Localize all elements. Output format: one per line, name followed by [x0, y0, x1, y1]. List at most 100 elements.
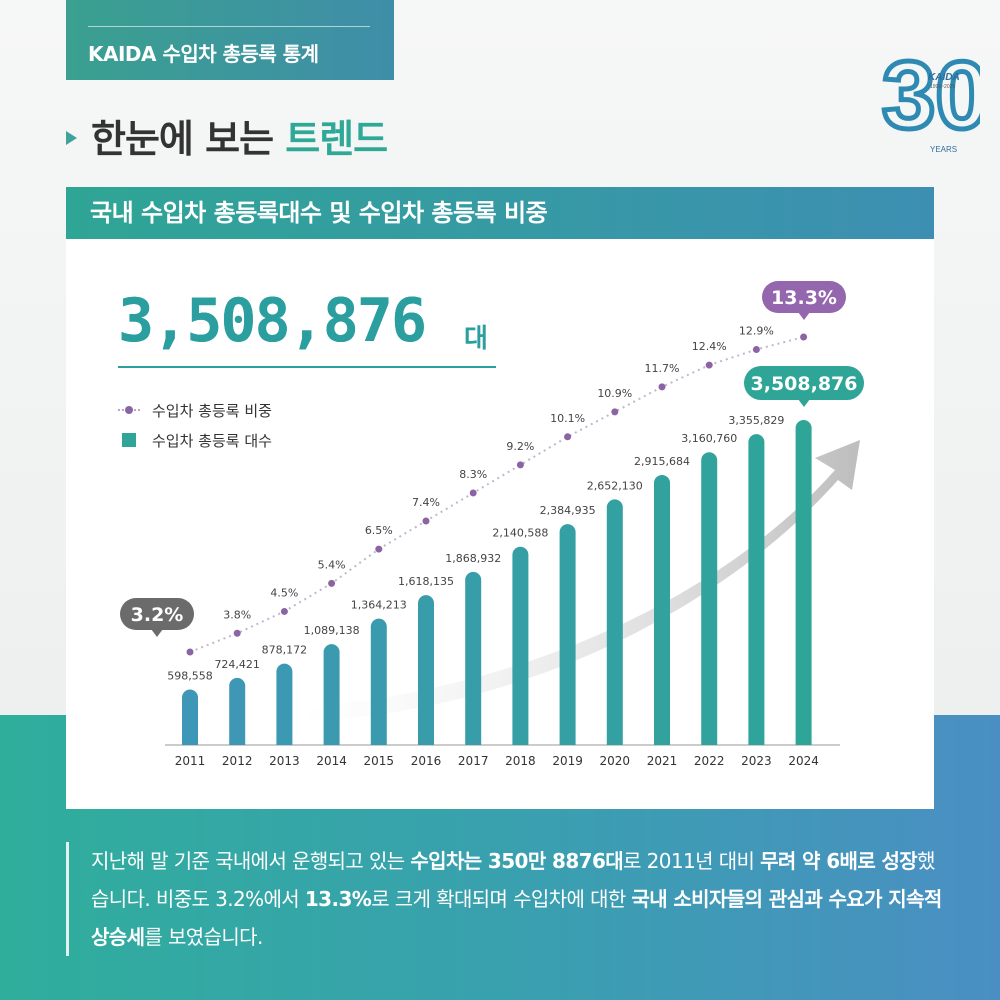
svg-text:13.3%: 13.3%: [771, 287, 837, 309]
bar: [559, 524, 576, 745]
share-value-label: 12.9%: [739, 324, 774, 337]
bar-value-label: 724,421: [214, 658, 260, 671]
share-point: [375, 545, 383, 553]
svg-text:3.2%: 3.2%: [131, 604, 184, 626]
legend-item-count: 수입차 총등록 대수: [118, 425, 272, 455]
bar-value-label: 1,364,213: [351, 599, 407, 612]
bar-value-label: 2,140,588: [492, 527, 548, 540]
chart-legend: 수입차 총등록 비중 수입차 총등록 대수: [118, 395, 272, 455]
bar-value-label: 2,915,684: [634, 455, 690, 468]
x-tick-label: 2011: [175, 754, 206, 768]
logo-number: 30: [882, 42, 980, 149]
share-point: [328, 579, 336, 587]
legend-count-label: 수입차 총등록 대수: [152, 431, 272, 450]
bar: [795, 420, 812, 745]
share-value-label: 10.9%: [597, 387, 632, 400]
share-value-label: 6.5%: [365, 524, 393, 537]
bar-value-label: 2,384,935: [540, 504, 596, 517]
share-value-label: 8.3%: [459, 468, 487, 481]
x-tick-label: 2012: [222, 754, 253, 768]
bar-value-label: 2,652,130: [587, 479, 643, 492]
logo-years-label: YEARS: [930, 145, 957, 154]
x-tick-label: 2020: [600, 754, 631, 768]
total-underline: [118, 366, 496, 368]
body-bold-1: 수입차는 350만 8876대: [410, 849, 624, 873]
share-point: [233, 629, 241, 637]
total-count-value: 3,508,876: [118, 286, 427, 356]
share-point: [658, 383, 666, 391]
share-value-label: 10.1%: [550, 412, 585, 425]
bar-value-label: 878,172: [262, 644, 308, 657]
share-value-label: 4.5%: [270, 586, 298, 599]
x-tick-label: 2019: [552, 754, 583, 768]
body-text-3: 했습니다. 비중도 3.2%에서: [91, 849, 936, 911]
x-tick-label: 2021: [647, 754, 678, 768]
share-point: [611, 408, 619, 416]
logo-brand: KAIDA: [928, 72, 960, 83]
bar-value-label: 1,089,138: [304, 624, 360, 637]
bar: [701, 452, 718, 745]
count-last-callout: 3,508,876: [744, 366, 864, 407]
body-text-5: 를 보였습니다.: [144, 925, 263, 949]
bar-value-label: 1,618,135: [398, 575, 454, 588]
share-last-callout: 13.3%: [762, 281, 846, 320]
logo-years-range: 1995~2025: [930, 84, 955, 90]
bar: [465, 571, 482, 745]
bar: [748, 434, 765, 745]
bar: [229, 677, 246, 745]
chart-title-bar: 국내 수입차 총등록대수 및 수입차 총등록 비중: [66, 187, 934, 239]
share-point: [422, 517, 430, 525]
share-point: [800, 333, 808, 341]
share-value-label: 12.4%: [692, 340, 727, 353]
x-tick-label: 2022: [694, 754, 725, 768]
share-point: [705, 361, 713, 369]
bar: [654, 474, 670, 745]
bar: [418, 595, 434, 745]
share-point: [516, 461, 524, 469]
share-first-callout: 3.2%: [120, 598, 194, 637]
x-tick-label: 2016: [411, 754, 442, 768]
share-value-label: 11.7%: [645, 362, 680, 375]
total-count-unit: 대: [464, 324, 488, 354]
headline-highlight: 트렌드: [285, 117, 388, 161]
bar: [323, 644, 340, 745]
header-tag: KAIDA 수입차 총등록 통계: [66, 0, 394, 80]
x-tick-label: 2018: [505, 754, 536, 768]
body-text-2: 로 2011년 대비: [623, 849, 761, 873]
share-point: [469, 489, 477, 497]
bar: [512, 546, 529, 745]
headline: 한눈에 보는 트렌드: [66, 108, 388, 163]
bar: [370, 618, 387, 745]
legend-share-label: 수입차 총등록 비중: [152, 401, 272, 420]
x-tick-label: 2015: [364, 754, 395, 768]
x-tick-label: 2024: [788, 754, 819, 768]
x-tick-label: 2023: [741, 754, 772, 768]
headline-arrow-icon: [66, 130, 77, 145]
body-bold-3: 13.3%: [304, 887, 372, 911]
legend-bar-marker-icon: [122, 433, 136, 447]
header-divider: [88, 26, 370, 27]
bar-value-label: 1,868,932: [445, 552, 501, 565]
x-tick-label: 2013: [269, 754, 300, 768]
bar: [182, 689, 198, 745]
body-text-4: 로 크게 확대되며 수입차에 대한: [371, 887, 632, 911]
bar-value-label: 3,160,760: [681, 432, 737, 445]
x-tick-label: 2014: [316, 754, 347, 768]
share-point: [280, 607, 288, 615]
headline-prefix: 한눈에 보는: [91, 117, 286, 161]
share-value-label: 7.4%: [412, 496, 440, 509]
share-point: [564, 433, 572, 441]
bar: [276, 663, 293, 745]
share-point: [186, 648, 194, 656]
body-text-1: 지난해 말 기준 국내에서 운행되고 있는: [91, 849, 411, 873]
legend-line-marker-icon: [118, 406, 140, 414]
header-tag-label: KAIDA 수입차 총등록 통계: [88, 42, 319, 66]
body-bold-2: 무려 약 6배로 성장: [760, 849, 918, 873]
share-value-label: 9.2%: [506, 440, 534, 453]
bar-value-label: 3,355,829: [728, 414, 784, 427]
body-paragraph: 지난해 말 기준 국내에서 운행되고 있는 수입차는 350만 8876대로 2…: [66, 842, 946, 956]
body-bold-4: 국내 소비자들의 관심과 수요가 지속적 상승세: [91, 887, 942, 949]
svg-text:3,508,876: 3,508,876: [751, 373, 858, 395]
kaida-30-years-logo: 30 KAIDA 1995~2025 YEARS: [880, 30, 992, 160]
